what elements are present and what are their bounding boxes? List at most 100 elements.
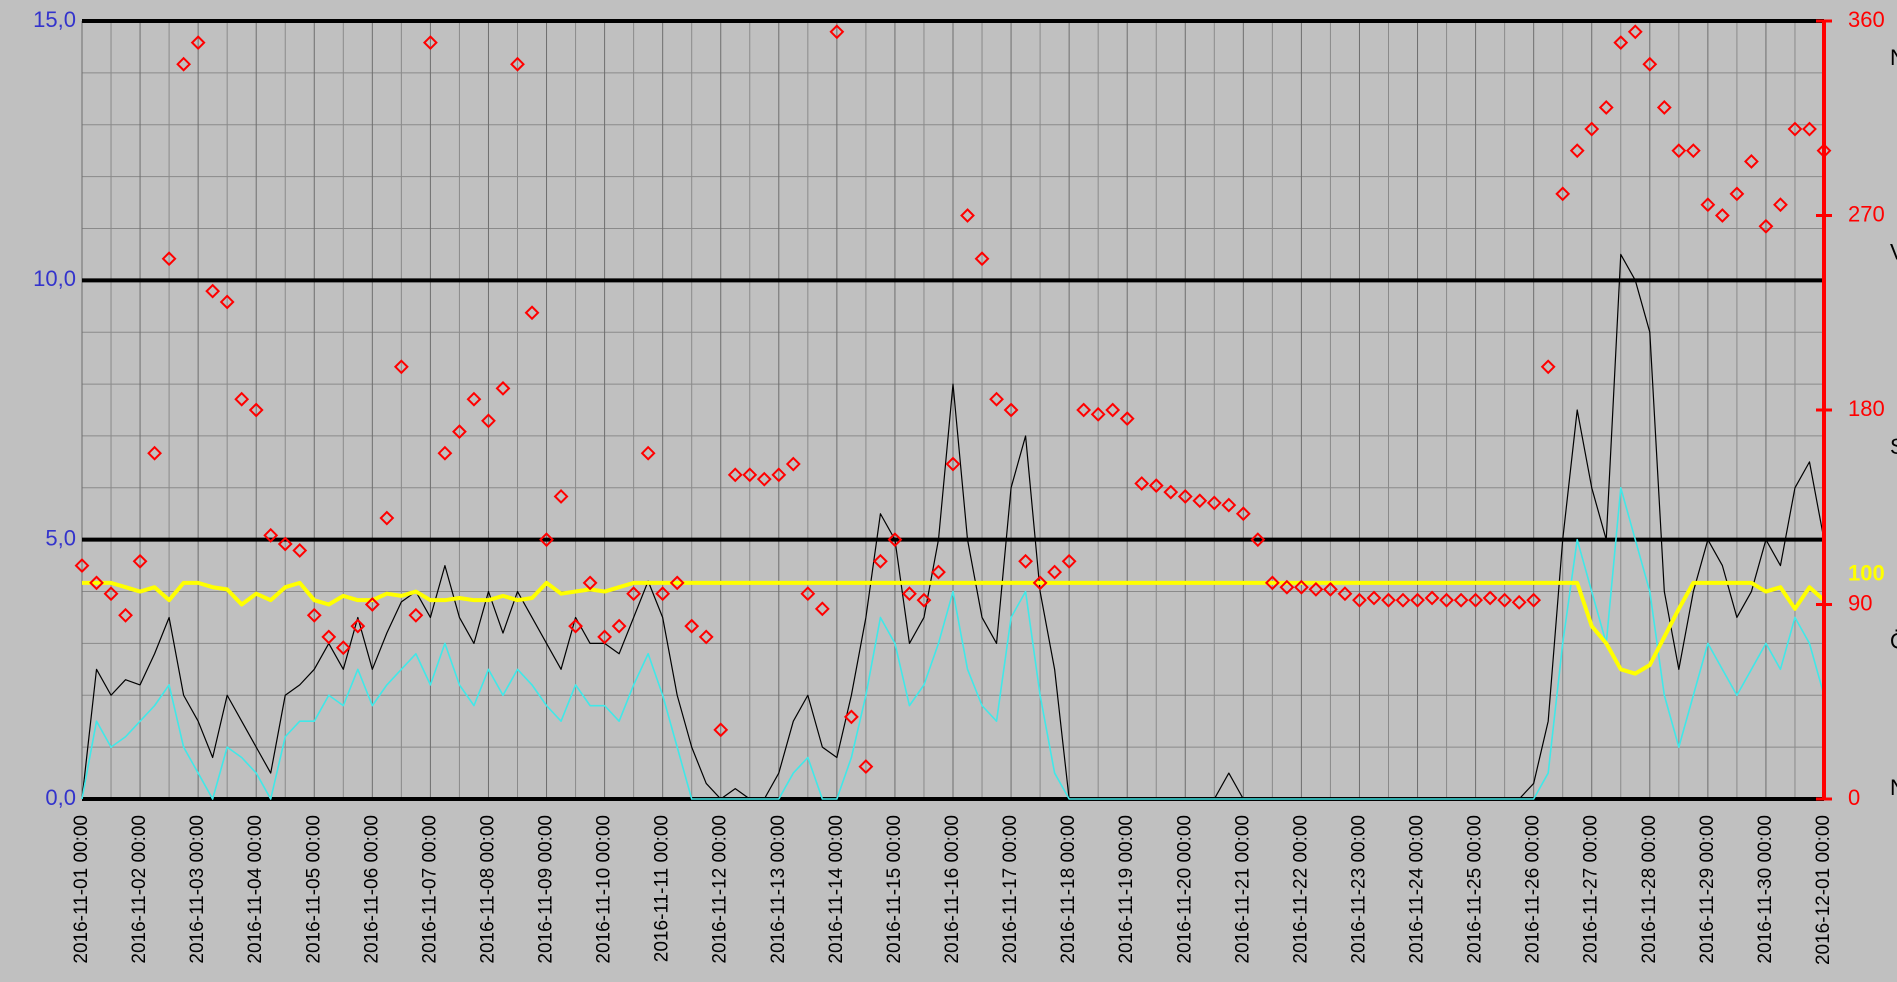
direction-marker [713, 722, 729, 738]
direction-marker [829, 24, 845, 40]
x-tick-label: 2016-11-18 00:00 [1058, 815, 1079, 964]
direction-marker [1381, 592, 1396, 608]
direction-marker [698, 629, 714, 645]
direction-marker [393, 359, 409, 375]
direction-marker [1221, 497, 1237, 513]
direction-marker [350, 618, 366, 634]
direction-marker [1177, 489, 1193, 504]
x-tick-label: 2016-11-20 00:00 [1174, 815, 1195, 964]
direction-marker [292, 543, 308, 558]
direction-marker [1337, 586, 1353, 602]
direction-marker [379, 510, 395, 526]
y2-tick-label: 0 [1848, 785, 1860, 810]
direction-marker [785, 456, 801, 472]
direction-marker [1511, 594, 1527, 610]
direction-marker [684, 618, 700, 634]
direction-marker [1671, 143, 1687, 159]
direction-marker [989, 391, 1004, 407]
x-tick-label: 2016-11-21 00:00 [1232, 815, 1253, 964]
direction-marker [539, 532, 554, 548]
direction-marker [1279, 579, 1295, 595]
x-tick-label: 2016-11-29 00:00 [1697, 815, 1718, 964]
direction-marker [248, 402, 264, 418]
direction-marker [1656, 100, 1672, 115]
compass-label: V [1890, 239, 1897, 264]
direction-marker [74, 558, 90, 574]
direction-marker [176, 56, 192, 72]
direction-marker [132, 553, 148, 569]
direction-marker [669, 575, 685, 591]
direction-marker [234, 391, 250, 407]
direction-marker [408, 607, 424, 623]
direction-marker [1264, 575, 1280, 591]
direction-marker [611, 618, 627, 634]
direction-marker [1453, 592, 1469, 608]
direction-marker [1323, 581, 1338, 597]
x-tick-label: 2016-11-25 00:00 [1465, 815, 1486, 964]
direction-marker [1134, 476, 1150, 491]
direction-marker [756, 471, 772, 487]
direction-marker [553, 489, 569, 504]
direction-marker [1555, 186, 1571, 202]
y-tick-label: 15,0 [33, 7, 76, 32]
direction-marker [858, 759, 874, 774]
direction-marker [219, 294, 235, 310]
direction-marker [945, 456, 961, 472]
x-tick-label: 2016-11-13 00:00 [768, 815, 789, 964]
series-line [82, 580, 1826, 676]
direction-marker [437, 445, 453, 461]
direction-marker [495, 380, 511, 396]
direction-marker [147, 445, 162, 461]
direction-marker [1700, 197, 1716, 213]
x-tick-label: 2016-11-17 00:00 [1000, 815, 1021, 964]
direction-marker [524, 305, 540, 321]
direction-marker [1090, 406, 1106, 422]
direction-marker [1439, 592, 1454, 608]
direction-marker [1018, 553, 1033, 569]
direction-marker [205, 283, 221, 299]
direction-marker [103, 586, 119, 602]
x-tick-label: 2016-11-09 00:00 [536, 815, 557, 964]
x-tick-label: 2016-11-19 00:00 [1116, 815, 1137, 964]
direction-marker [1424, 590, 1440, 606]
direction-marker [1206, 495, 1222, 511]
x-tick-label: 2016-11-16 00:00 [942, 815, 963, 964]
annotation: 100 [1848, 561, 1885, 586]
direction-marker [1497, 592, 1513, 608]
direction-marker [1250, 532, 1266, 548]
direction-marker [582, 575, 598, 591]
direction-marker [306, 607, 322, 623]
direction-marker [800, 586, 816, 602]
direction-marker [655, 586, 671, 602]
x-tick-label: 2016-12-01 00:00 [1813, 815, 1834, 965]
direction-marker [1119, 411, 1135, 427]
direction-marker [510, 56, 525, 72]
direction-marker [597, 629, 613, 645]
direction-marker [89, 575, 104, 591]
y-tick-label: 0,0 [45, 785, 76, 810]
direction-marker [1235, 506, 1251, 522]
x-tick-label: 2016-11-07 00:00 [419, 815, 440, 964]
direction-marker [1482, 590, 1498, 606]
direction-marker [1061, 553, 1077, 569]
direction-marker [1410, 592, 1425, 608]
direction-marker [771, 467, 787, 483]
compass-label: N [1890, 45, 1897, 70]
y2-tick-label: 90 [1848, 590, 1872, 615]
direction-marker [887, 532, 903, 548]
direction-marker [1598, 100, 1614, 115]
direction-marker [742, 467, 758, 483]
direction-marker [1758, 218, 1774, 234]
x-tick-label: 2016-11-30 00:00 [1755, 815, 1776, 964]
direction-marker [481, 413, 496, 429]
direction-marker [1526, 592, 1542, 608]
direction-marker [727, 467, 743, 483]
direction-marker [1308, 581, 1324, 597]
direction-marker [1395, 592, 1411, 608]
compass-label: S [1890, 434, 1897, 459]
x-tick-label: 2016-11-04 00:00 [245, 815, 266, 964]
direction-marker [931, 564, 946, 580]
direction-marker [1613, 35, 1629, 51]
direction-marker [1105, 402, 1121, 418]
direction-marker [873, 553, 888, 569]
